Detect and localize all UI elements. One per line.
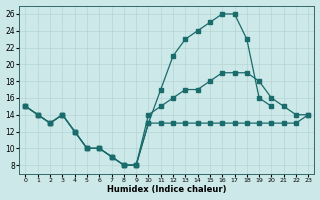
X-axis label: Humidex (Indice chaleur): Humidex (Indice chaleur) bbox=[107, 185, 227, 194]
